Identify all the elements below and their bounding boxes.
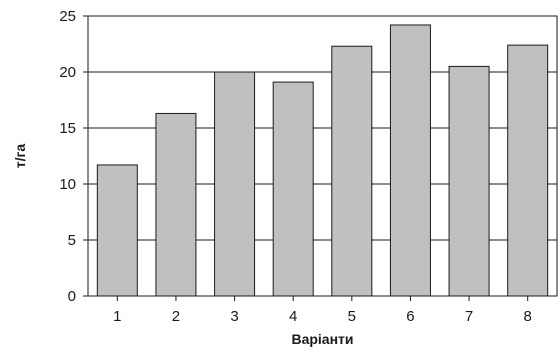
- y-tick-labels: 0 5 10 15 20 25: [59, 8, 88, 305]
- y-tick-label: 0: [68, 288, 76, 305]
- x-tick-label: 3: [230, 308, 238, 325]
- y-tick-label: 25: [59, 8, 76, 25]
- bar-3: [215, 72, 255, 296]
- bar-2: [156, 113, 196, 296]
- bar-8: [508, 45, 548, 296]
- bar-1: [97, 165, 137, 296]
- bar-7: [449, 66, 489, 296]
- y-tick-label: 10: [59, 176, 76, 193]
- x-tick-label: 6: [406, 308, 414, 325]
- bar-4: [273, 82, 313, 296]
- x-tick-label: 7: [465, 308, 473, 325]
- y-tick-label: 15: [59, 120, 76, 137]
- y-tick-label: 20: [59, 64, 76, 81]
- x-tick-label: 1: [113, 308, 121, 325]
- x-axis-title: Варіанти: [291, 331, 353, 347]
- x-tick-label: 5: [348, 308, 356, 325]
- bar-6: [390, 25, 430, 296]
- bars: [97, 25, 547, 296]
- bar-5: [332, 46, 372, 296]
- y-axis-title: т/га: [12, 144, 28, 169]
- y-tick-label: 5: [68, 232, 76, 249]
- x-tick-label: 8: [524, 308, 532, 325]
- x-tick-label: 2: [172, 308, 180, 325]
- x-tick-labels: 1 2 3 4 5 6 7 8: [113, 296, 532, 325]
- x-tick-label: 4: [289, 308, 297, 325]
